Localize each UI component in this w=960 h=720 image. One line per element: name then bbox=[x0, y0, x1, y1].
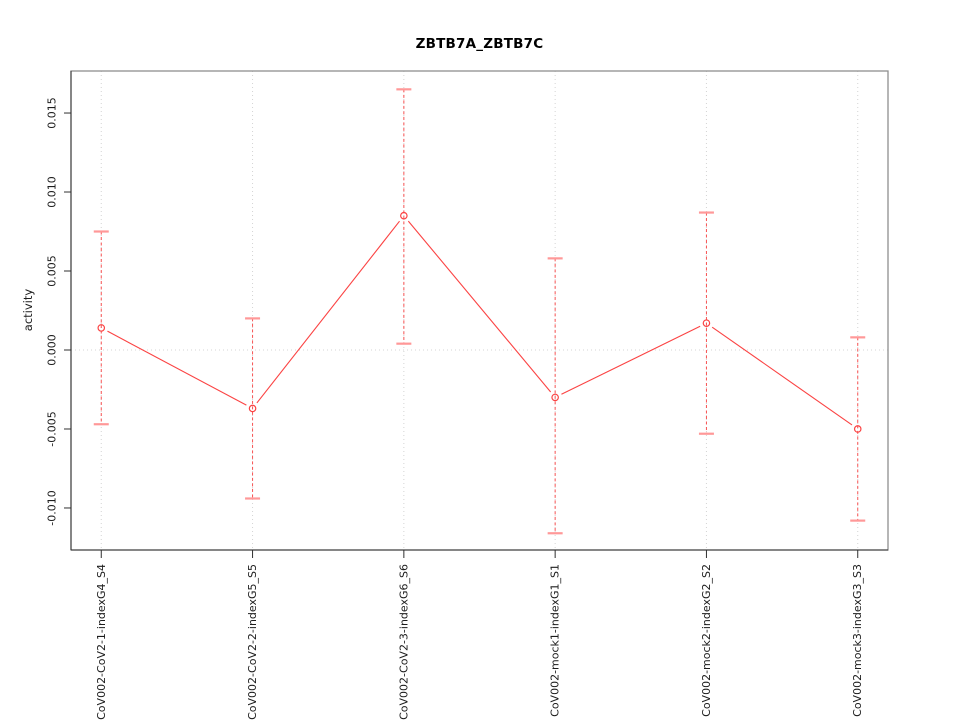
x-tick-label: CoV002-CoV2-1-indexG4_S4 bbox=[95, 564, 108, 720]
x-tick-label: CoV002-mock2-indexG2_S2 bbox=[700, 564, 713, 717]
x-tick-label: CoV002-CoV2-3-indexG6_S6 bbox=[397, 564, 410, 720]
y-tick-label: 0.005 bbox=[46, 255, 59, 287]
x-tick-label: CoV002-CoV2-2-indexG5_S5 bbox=[246, 564, 259, 720]
series-segment bbox=[107, 330, 247, 406]
series-segment bbox=[256, 220, 400, 404]
y-tick-label: 0.015 bbox=[46, 97, 59, 129]
data-point bbox=[248, 404, 257, 413]
series-segment bbox=[711, 326, 853, 426]
plot-border bbox=[70, 70, 889, 551]
data-point bbox=[400, 211, 408, 220]
y-tick-label: -0.010 bbox=[46, 490, 59, 525]
series-segment bbox=[407, 220, 552, 393]
data-point bbox=[702, 319, 711, 327]
y-tick-label: -0.005 bbox=[46, 411, 59, 446]
data-point bbox=[97, 324, 106, 332]
chart-title: ZBTB7A_ZBTB7C bbox=[415, 36, 544, 52]
series-segment bbox=[561, 325, 701, 395]
y-tick-label: 0.010 bbox=[46, 176, 59, 208]
data-point bbox=[551, 393, 559, 402]
x-tick-label: CoV002-mock1-indexG1_S1 bbox=[549, 564, 562, 717]
data-point bbox=[853, 425, 862, 433]
y-tick-label: 0.000 bbox=[46, 334, 59, 366]
x-tick-label: CoV002-mock3-indexG3_S3 bbox=[851, 564, 864, 717]
